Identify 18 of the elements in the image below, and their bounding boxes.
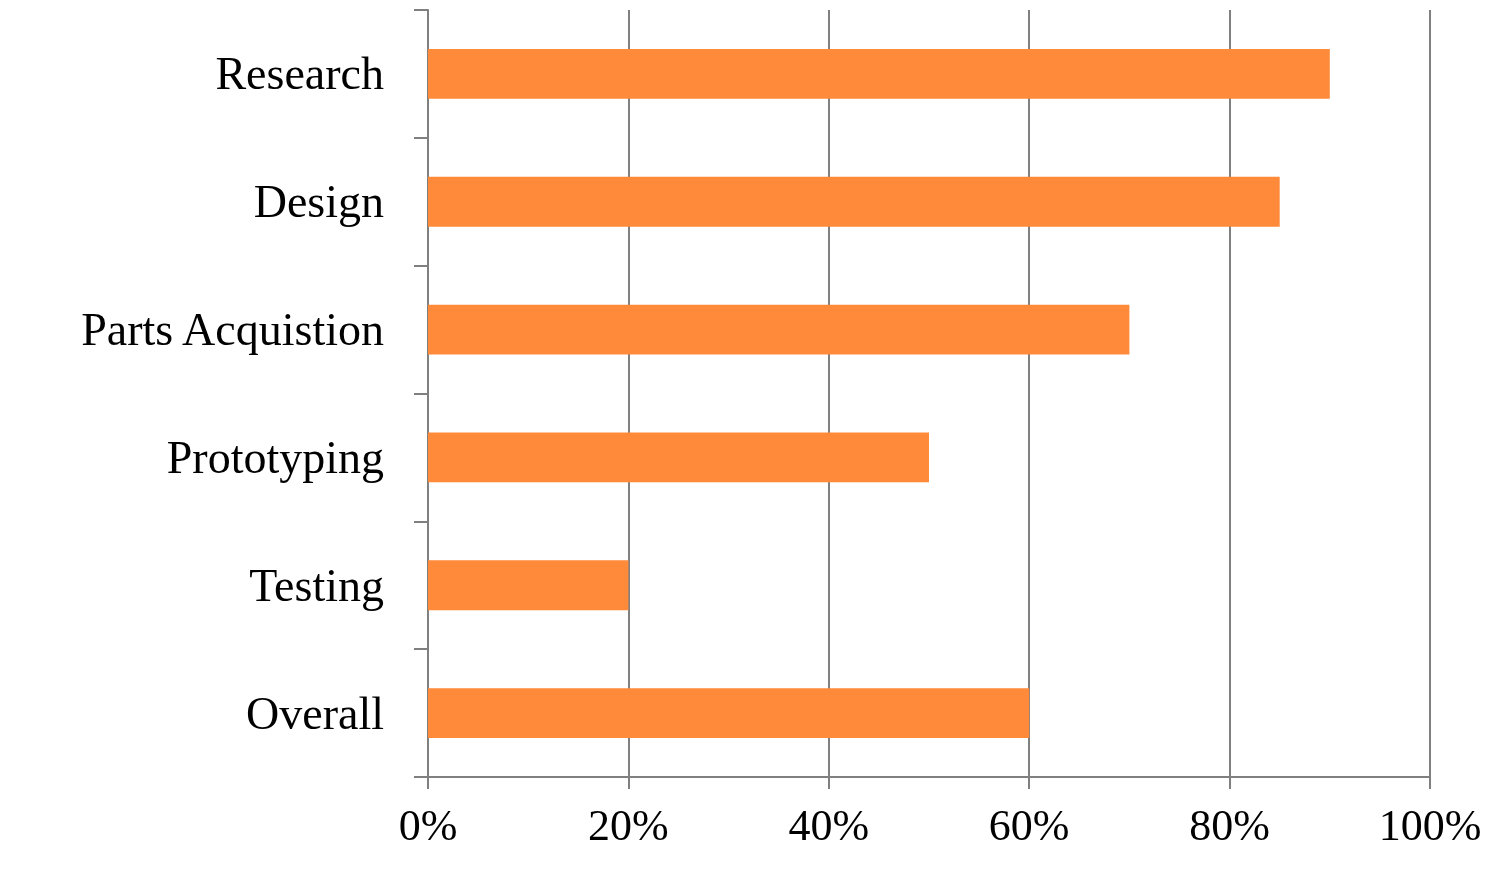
- y-tick-label: Design: [253, 176, 384, 228]
- bar: [428, 432, 929, 483]
- y-tick-label: Testing: [249, 559, 384, 611]
- bar: [428, 688, 1030, 739]
- x-tick-label: 100%: [1378, 800, 1482, 850]
- bar: [428, 560, 629, 611]
- y-tick-label: Parts Acquistion: [81, 304, 384, 356]
- x-tick-label: 60%: [988, 800, 1070, 850]
- y-tick-label: Prototyping: [166, 431, 384, 483]
- x-tick-label: 20%: [588, 800, 669, 850]
- x-tick-label: 0%: [398, 800, 458, 850]
- x-tick-label: 40%: [788, 800, 870, 850]
- bar: [428, 48, 1330, 99]
- y-tick-label: Overall: [246, 687, 384, 739]
- bar: [428, 304, 1130, 355]
- y-tick-label: Research: [215, 48, 384, 100]
- x-tick-label: 80%: [1189, 800, 1270, 850]
- bar: [428, 176, 1280, 227]
